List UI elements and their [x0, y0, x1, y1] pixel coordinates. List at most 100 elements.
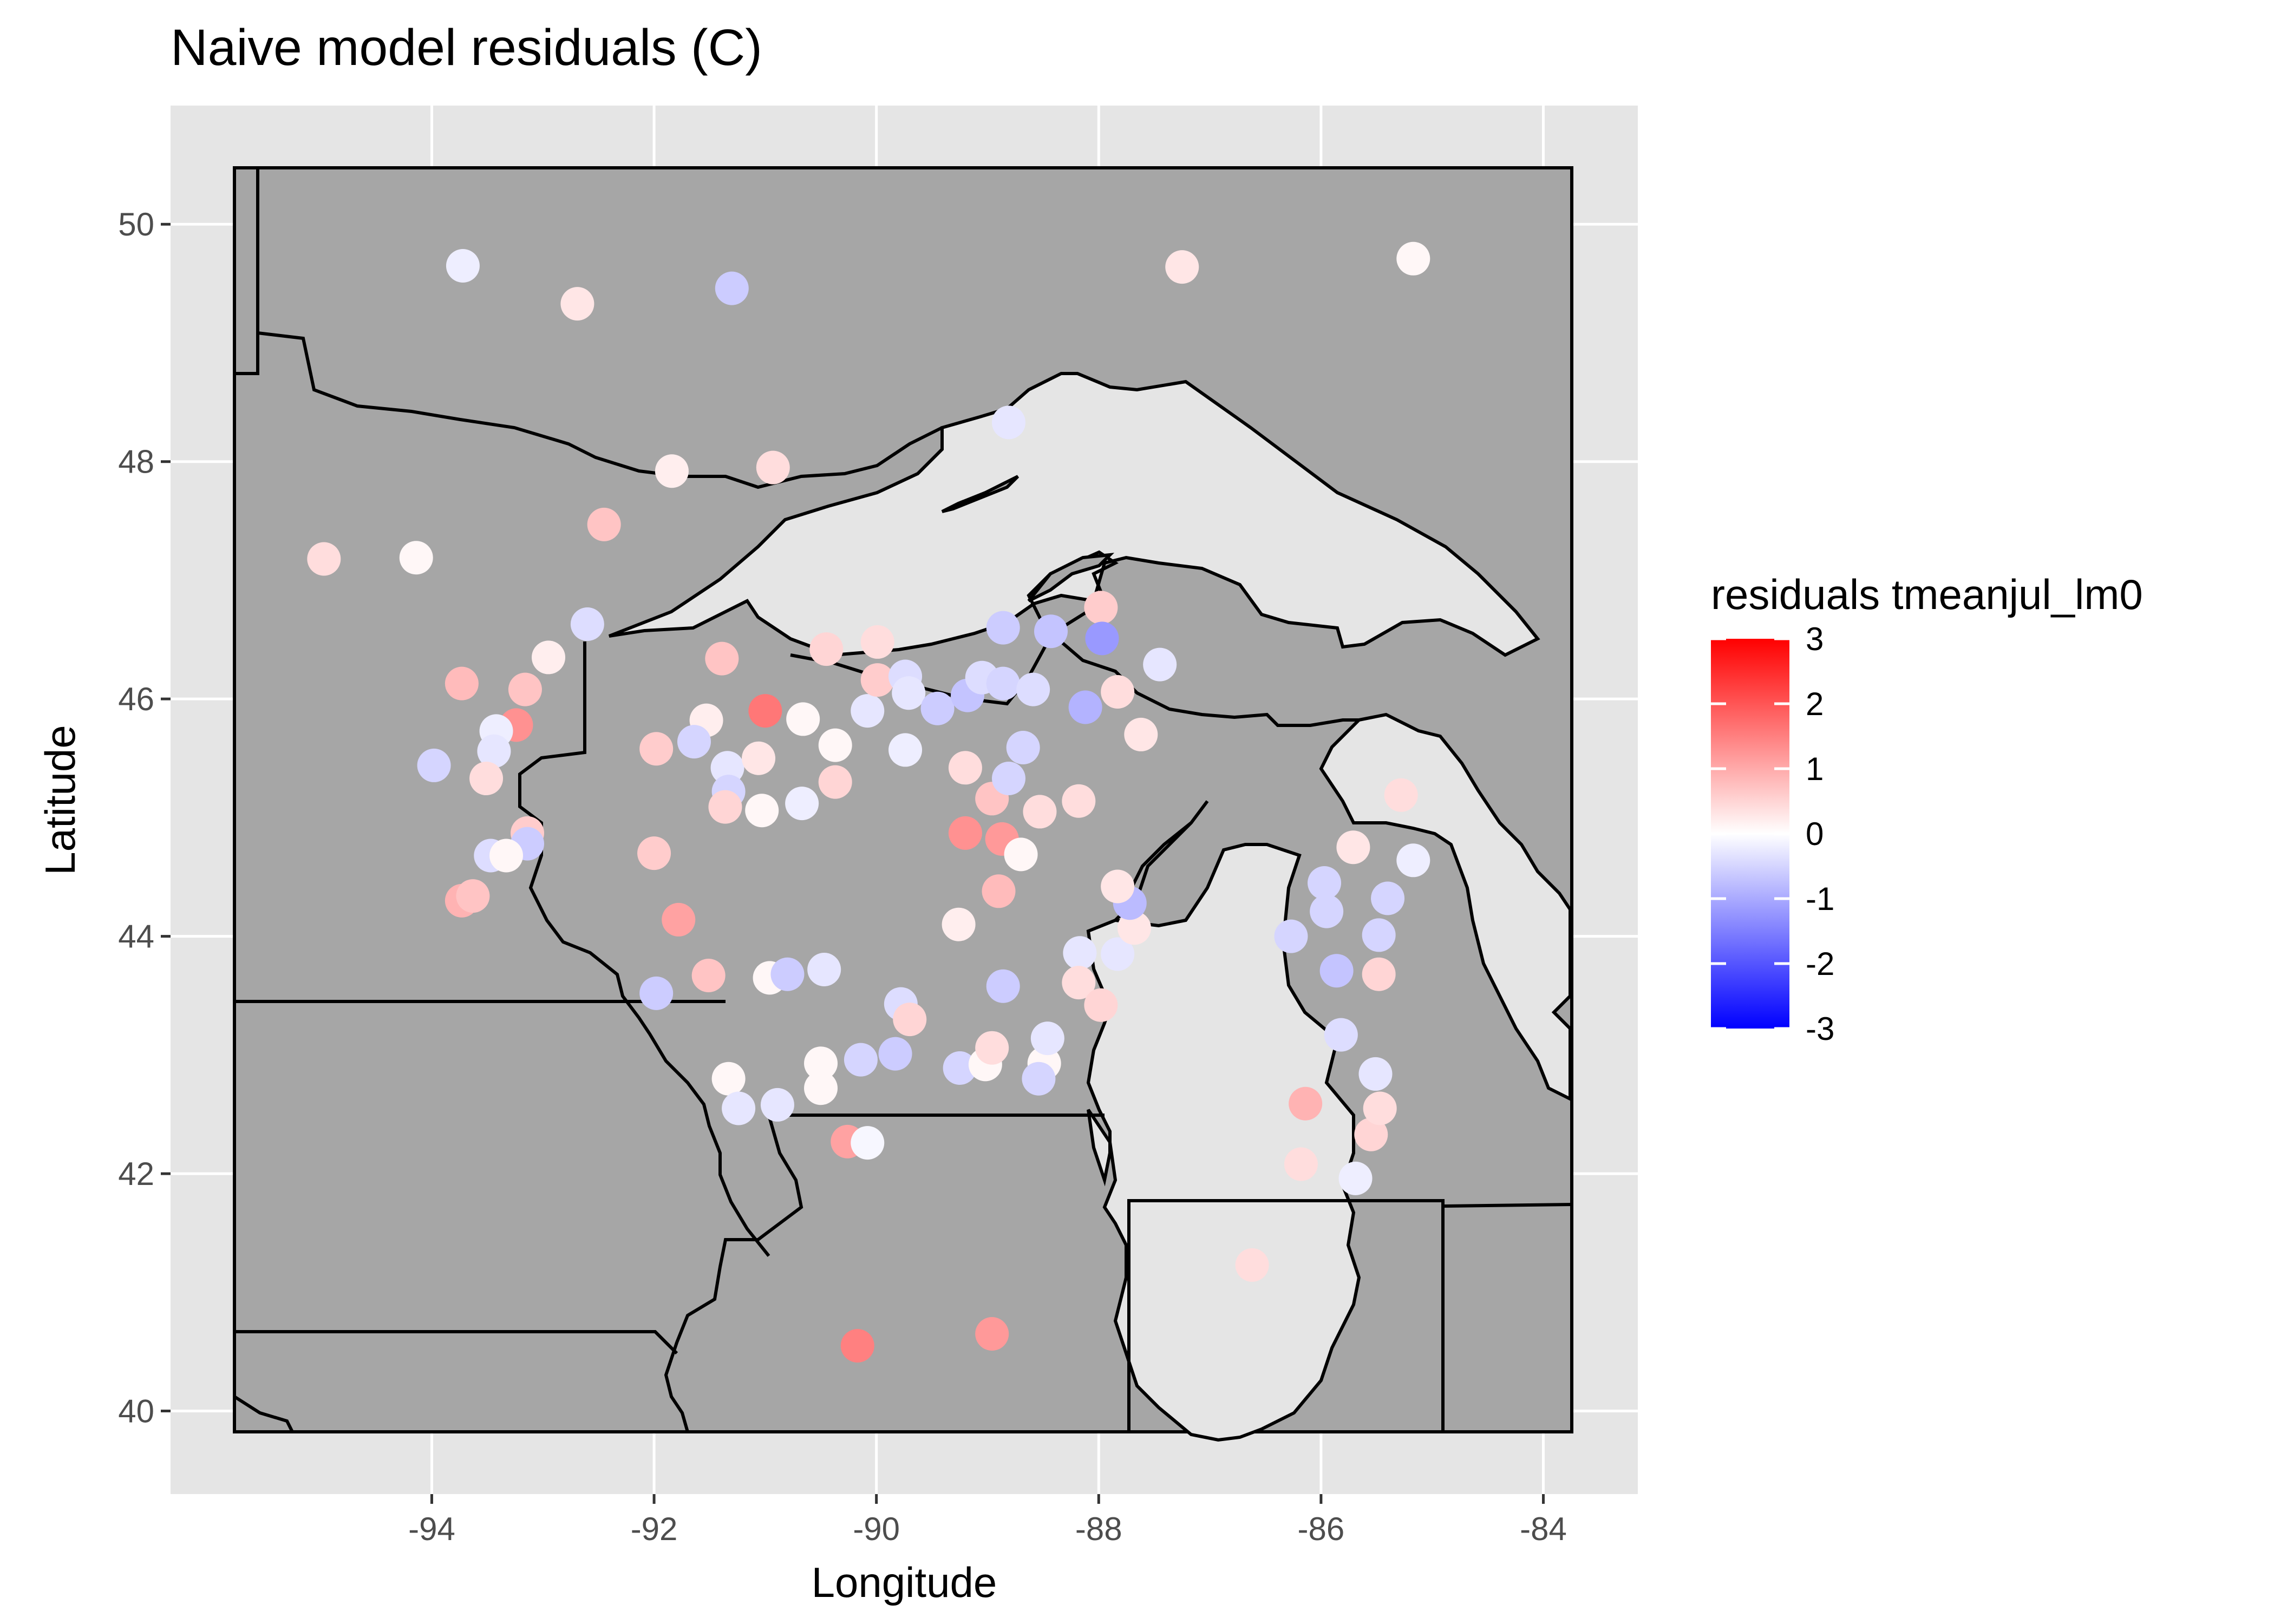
station-point	[851, 694, 885, 728]
state-border-mn-wi	[518, 641, 770, 1257]
station-point	[807, 953, 841, 986]
us-canada-border	[257, 331, 943, 489]
x-axis-title: Longitude	[812, 1558, 997, 1606]
door-peninsula	[1114, 800, 1209, 922]
station-point	[1165, 250, 1199, 284]
station-point	[560, 287, 594, 321]
basemap	[233, 166, 1573, 1442]
station-point	[742, 741, 776, 775]
station-point	[570, 607, 604, 641]
station-point	[456, 879, 490, 913]
station-point	[948, 816, 982, 850]
station-point	[1274, 919, 1308, 953]
data-points	[307, 241, 1430, 1363]
x-tick-label: -94	[408, 1511, 455, 1547]
station-point	[1396, 843, 1430, 878]
station-point	[1384, 778, 1418, 812]
state-border-il-in	[1127, 1199, 1445, 1432]
lake-huron	[1319, 712, 1572, 1102]
station-point	[469, 762, 504, 796]
station-point	[1022, 1062, 1056, 1096]
station-point	[1308, 866, 1342, 900]
station-point	[860, 625, 894, 659]
station-point	[1235, 1248, 1269, 1282]
station-point	[748, 694, 782, 728]
station-point	[1006, 731, 1040, 765]
legend-tick-label: -2	[1806, 946, 1834, 982]
station-point	[948, 751, 982, 785]
legend-tick-label: -1	[1806, 881, 1834, 917]
station-point	[399, 541, 433, 575]
station-point	[1310, 894, 1344, 928]
station-point	[508, 672, 542, 706]
station-point	[892, 676, 926, 710]
y-axis-title: Latitude	[36, 725, 84, 875]
lake-michigan	[1086, 843, 1361, 1442]
station-point	[818, 765, 852, 799]
x-tick-label: -84	[1520, 1511, 1567, 1547]
legend-tick-label: 3	[1806, 621, 1824, 657]
station-point	[715, 271, 749, 305]
station-point	[489, 839, 524, 873]
station-point	[1117, 911, 1151, 945]
station-point	[1363, 1091, 1397, 1125]
station-point	[1062, 966, 1096, 1000]
isle-royale	[941, 475, 1020, 513]
station-point	[860, 663, 894, 697]
station-point	[445, 666, 479, 700]
station-point	[1063, 936, 1097, 970]
keweenaw-peninsula	[1027, 553, 1115, 603]
legend-ticks: 3 2 1 0 -1 -2 -3	[1711, 621, 1834, 1047]
station-point	[710, 751, 744, 785]
station-point	[1319, 954, 1354, 988]
station-point	[986, 666, 1020, 700]
station-point	[975, 1317, 1009, 1351]
station-point	[532, 640, 566, 675]
station-point	[417, 748, 451, 782]
station-point	[770, 957, 805, 991]
station-point	[982, 874, 1016, 908]
station-point	[446, 248, 480, 283]
y-tick-label: 46	[118, 681, 154, 717]
station-point	[711, 1062, 746, 1096]
legend-title: residuals tmeanjul_lm0	[1711, 571, 2143, 618]
x-tick-label: -88	[1075, 1511, 1122, 1547]
station-point	[1034, 614, 1068, 649]
state-border-mo-corner	[233, 1395, 294, 1433]
station-point	[840, 1328, 874, 1363]
station-point	[1085, 621, 1119, 656]
station-point	[1016, 672, 1050, 706]
y-tick-label: 40	[118, 1393, 154, 1430]
station-point	[637, 836, 671, 870]
station-point	[705, 641, 739, 676]
station-point	[1324, 1018, 1358, 1052]
station-point	[809, 632, 844, 666]
station-point	[975, 1031, 1009, 1065]
station-point	[878, 1037, 912, 1071]
station-point	[662, 902, 696, 937]
x-tick-label: -86	[1298, 1511, 1345, 1547]
station-point	[1371, 881, 1405, 915]
station-point	[986, 611, 1020, 645]
state-border-mn-nw	[234, 168, 259, 375]
state-border-in-mi-oh	[1442, 1203, 1572, 1208]
station-point	[1362, 918, 1396, 952]
station-point	[1336, 830, 1370, 865]
color-legend: residuals tmeanjul_lm0 3 2 1 0 -1 -2 -3	[1711, 571, 2143, 1047]
station-point	[1284, 1147, 1318, 1181]
plot-panel	[161, 106, 1638, 1504]
station-point	[708, 790, 742, 824]
y-tick-label: 44	[118, 919, 154, 955]
legend-tick-label: 2	[1806, 686, 1824, 722]
station-point	[760, 1088, 794, 1122]
station-point	[991, 762, 1025, 796]
station-point	[991, 405, 1025, 440]
station-point	[1101, 937, 1135, 971]
station-point	[1068, 690, 1102, 724]
x-tick-label: -90	[853, 1511, 900, 1547]
legend-tick-label: 1	[1806, 751, 1824, 787]
y-tick-label: 42	[118, 1156, 154, 1192]
station-point	[1354, 1117, 1388, 1151]
y-tick-label: 48	[118, 444, 154, 480]
axis-tick-labels: -94 -92 -90 -88 -86 -84 40 42 44 46 48 50	[118, 206, 1567, 1547]
